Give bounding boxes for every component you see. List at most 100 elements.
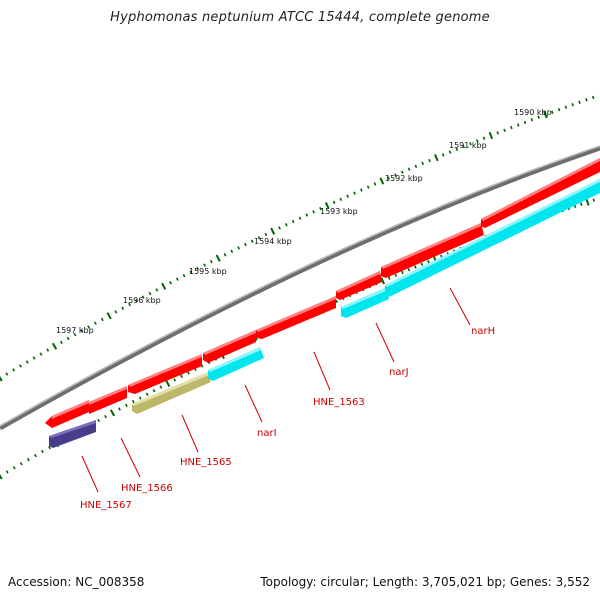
outer-ring-tick (257, 236, 261, 240)
outer-ring-tick (230, 249, 234, 254)
gene-nari-region[interactable] (203, 330, 256, 363)
outer-ring-tick (428, 158, 431, 163)
outer-ring-tick (379, 177, 385, 185)
scale-label-1592: 1592 kbp (385, 174, 423, 183)
gene-label-hne-1566[interactable]: HNE_1566 (121, 483, 173, 494)
outer-ring-tick (223, 253, 227, 257)
gene-hne-1565[interactable] (132, 372, 211, 414)
gene-hne-1567-region[interactable] (45, 400, 89, 428)
outer-ring-tick (557, 107, 561, 112)
inner-ring-tick (394, 273, 398, 278)
outer-ring-tick (250, 239, 254, 243)
gene-label-hne-1567[interactable]: HNE_1567 (80, 500, 132, 511)
outer-ring-tick (121, 306, 125, 310)
gene-hne-1563[interactable] (256, 296, 336, 339)
scale-label-1596: 1596 kbp (123, 296, 161, 305)
outer-ring-tick (141, 295, 145, 299)
outer-ring-tick (455, 147, 459, 151)
gene-narh[interactable] (385, 179, 600, 297)
outer-ring-tick (510, 125, 513, 130)
inner-ring-tick (420, 262, 424, 267)
outer-ring-tick (73, 332, 77, 337)
outer-ring-tick (0, 376, 3, 382)
outer-ring-tick (373, 182, 377, 186)
inner-ring-tick (335, 299, 338, 304)
outer-ring-tick (346, 194, 350, 198)
label-connectors (81, 287, 471, 493)
gene-label-nari[interactable]: narI (257, 428, 277, 439)
outer-ring-tick (475, 139, 479, 143)
inner-ring-tick (585, 198, 590, 206)
gene-label-hne-1565[interactable]: HNE_1565 (180, 457, 232, 468)
inner-ring-tick (159, 385, 163, 389)
scale-label-1593: 1593 kbp (320, 207, 358, 216)
outer-ring-tick (155, 288, 159, 292)
gene-narj[interactable] (341, 288, 389, 318)
outer-ring-tick (448, 150, 452, 154)
genome-summary: Topology: circular; Length: 3,705,021 bp… (260, 575, 590, 589)
outer-ring-tick (106, 312, 112, 320)
outer-ring-tick (578, 100, 581, 104)
outer-ring-tick (298, 216, 302, 220)
inner-ring-tick (145, 392, 149, 396)
outer-ring-tick (312, 210, 316, 214)
outer-ring-tick (32, 356, 36, 360)
outer-ring-tick (87, 325, 91, 329)
gene-nari[interactable] (208, 347, 264, 381)
gene-hne-1566[interactable] (89, 386, 127, 414)
outer-ring-tick (591, 95, 595, 100)
outer-ring-tick (537, 115, 540, 119)
inner-ring-tick (592, 198, 595, 202)
outer-ring-tick (284, 223, 288, 227)
outer-ring-tick (100, 317, 104, 322)
gene-narh-region[interactable] (381, 223, 484, 278)
outer-ring-tick (66, 336, 70, 341)
gene-hne-1567[interactable] (49, 420, 96, 448)
gene-label-narh[interactable]: narH (471, 326, 495, 337)
outer-ring-tick (94, 321, 97, 325)
inner-ring-tick (12, 466, 16, 470)
inner-ring-tick (48, 445, 51, 450)
outer-ring-tick (209, 259, 213, 264)
inner-ring-tick (5, 470, 9, 474)
outer-ring-tick (134, 299, 138, 303)
inner-ring-tick (387, 276, 391, 280)
outer-ring-tick (25, 360, 29, 364)
scale-label-1591: 1591 kbp (449, 141, 487, 150)
outer-ring-tick (114, 310, 118, 314)
gene-narj-region[interactable] (336, 271, 382, 300)
gene-label-narj[interactable]: narJ (389, 367, 409, 378)
outer-ring-tick (496, 131, 500, 135)
gene-upstream-forward[interactable] (481, 158, 600, 228)
outer-ring-tick (46, 348, 50, 352)
inner-tick-ring (0, 198, 595, 480)
inner-ring-tick (580, 202, 583, 206)
outer-ring-tick (400, 170, 404, 174)
outer-ring-tick (394, 173, 397, 177)
outer-ring-tick (319, 206, 322, 211)
gene-hne-1565-region[interactable] (128, 354, 202, 394)
outer-ring-tick (59, 340, 63, 345)
outer-ring-tick (387, 176, 390, 180)
outer-ring-tick (516, 123, 520, 127)
outer-ring-tick (441, 153, 445, 157)
inner-ring-tick (0, 474, 3, 480)
outer-ring-tick (488, 131, 494, 140)
inner-ring-tick (26, 457, 30, 462)
outer-ring-tick (5, 372, 9, 376)
scale-label-1594: 1594 kbp (254, 237, 292, 246)
outer-ring-tick (182, 273, 186, 278)
outer-ring-tick (543, 111, 548, 119)
inner-ring-tick (380, 277, 386, 285)
outer-ring-tick (19, 364, 22, 368)
outer-ring-tick (148, 291, 152, 296)
gene-label-hne-1563[interactable]: HNE_1563 (313, 397, 365, 408)
scale-label-1590: 1590 kbp (514, 108, 552, 117)
outer-ring-tick (189, 270, 193, 274)
outer-ring-tick (215, 254, 221, 262)
inner-ring-tick (118, 407, 121, 411)
outer-ring-tick (469, 142, 472, 146)
outer-ring-tick (551, 110, 554, 114)
inner-ring-tick (173, 378, 177, 382)
